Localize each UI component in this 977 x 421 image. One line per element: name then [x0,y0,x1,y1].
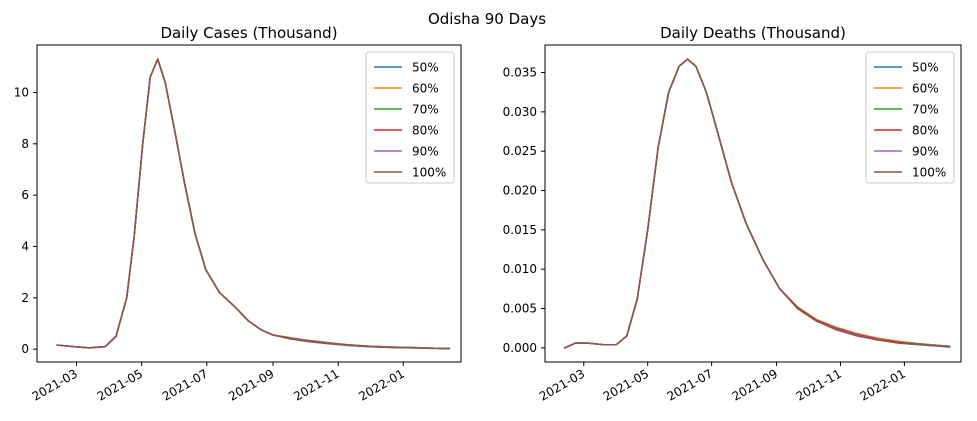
axes-frame [544,44,962,363]
chart-title: Daily Cases (Thousand) [160,24,337,42]
x-tick-label: 2021-03 [30,366,80,403]
x-tick-label: 2022-01 [356,366,406,403]
y-tick-label: 10 [14,85,29,99]
legend-label: 100% [912,166,946,180]
x-tick-label: 2021-11 [794,366,844,403]
y-tick-label: 0.025 [503,144,537,158]
chart-daily-cases: Daily Cases (Thousand) 0 2 4 6 8 10 2021-03 2021… [14,24,462,404]
x-tick-label: 2021-03 [537,366,587,403]
legend-box [865,51,955,184]
y-tick-label: 0.020 [503,184,537,198]
legend: 50% 60% 70% 80% 90% 100% [365,51,455,184]
legend-label: 60% [412,82,439,96]
legend-label: 90% [412,145,439,159]
y-tick-label: 6 [21,188,29,202]
figure-title: Odisha 90 Days [428,10,546,28]
chart-title: Daily Deaths (Thousand) [660,24,846,42]
y-tick-label: 0.005 [503,302,537,316]
legend-label: 60% [912,82,939,96]
y-tick-label: 0.000 [503,341,537,355]
x-tick-label: 2021-07 [665,366,715,403]
series-line-100pct [563,58,951,349]
y-tick-label: 0.030 [503,105,537,119]
x-tick-label: 2021-05 [95,366,145,403]
y-tick-label: 0.015 [503,223,537,237]
legend-label: 80% [412,124,439,138]
legend-label: 70% [412,103,439,117]
legend-box [365,51,455,184]
y-tick-label: 0 [21,342,29,356]
x-tick-label: 2021-07 [160,366,210,403]
y-tick-label: 2 [21,291,29,305]
axes-frame [36,44,462,363]
y-tick-label: 4 [21,239,29,253]
series-line-100pct [56,58,451,350]
y-tick-label: 8 [21,137,29,151]
legend-label: 70% [912,103,939,117]
legend-label: 50% [912,61,939,75]
y-tick-label: 0.035 [503,66,537,80]
x-tick-label: 2021-09 [226,366,276,403]
legend-label: 50% [412,61,439,75]
y-tick-label: 0.010 [503,262,537,276]
chart-daily-deaths: Daily Deaths (Thousand) 0.000 0.005 0.010 0.… [503,24,962,404]
legend-label: 90% [912,145,939,159]
legend-label: 80% [912,124,939,138]
x-tick-label: 2022-01 [857,366,907,403]
legend: 50% 60% 70% 80% 90% 100% [865,51,955,184]
legend-label: 100% [412,166,446,180]
x-tick-label: 2021-05 [601,366,651,403]
x-tick-label: 2021-09 [730,366,780,403]
x-tick-label: 2021-11 [291,366,341,403]
